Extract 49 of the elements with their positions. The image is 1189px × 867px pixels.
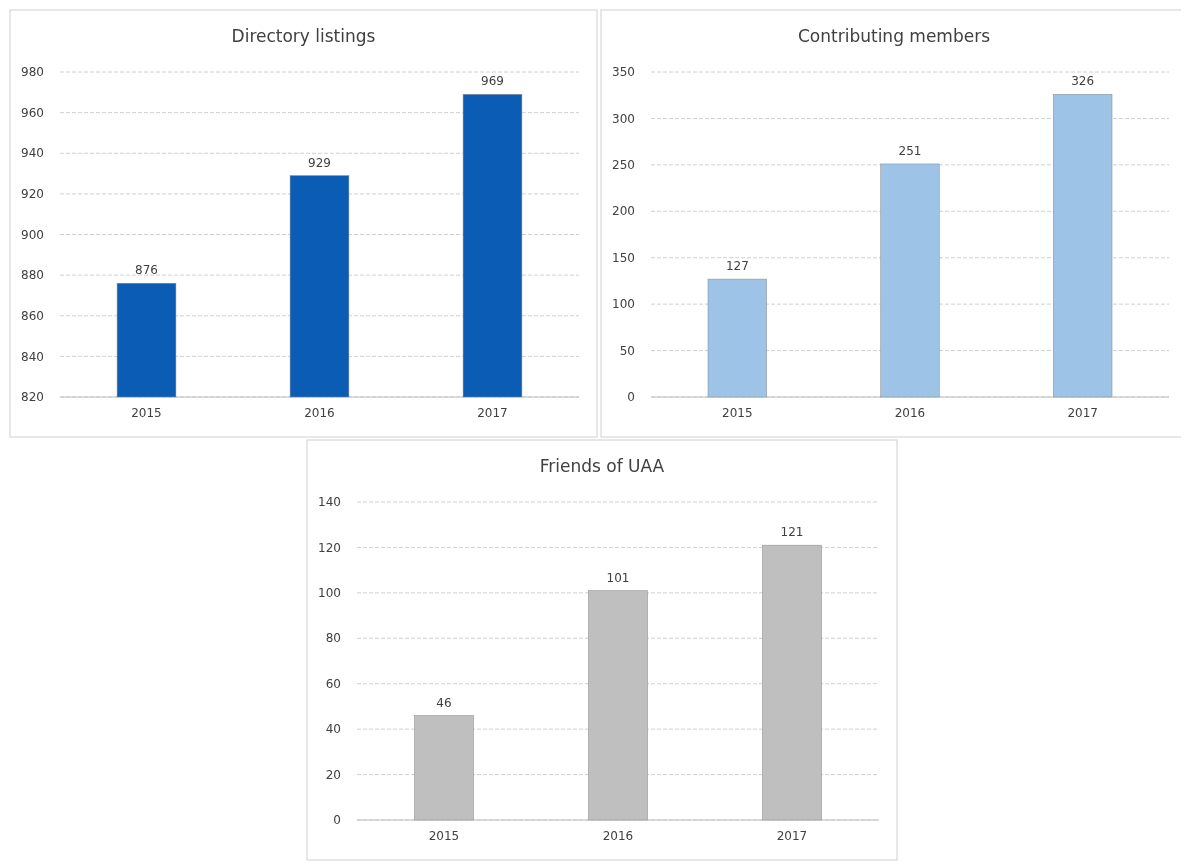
data-label: 101: [606, 570, 630, 585]
y-tick-label: 0: [627, 390, 635, 405]
y-tick-label: 840: [21, 349, 44, 364]
y-tick-label: 860: [21, 308, 44, 323]
data-label: 127: [725, 259, 749, 274]
x-tick-label: 2015: [131, 406, 162, 420]
y-tick-label: 40: [325, 722, 341, 737]
data-label: 251: [898, 143, 922, 158]
y-tick-label: 120: [318, 540, 341, 555]
y-tick-label: 200: [612, 204, 635, 219]
data-label: 326: [1071, 74, 1095, 89]
x-tick-label: 2016: [894, 406, 926, 420]
y-tick-label: 150: [612, 250, 635, 265]
x-tick-label: 2017: [1067, 406, 1098, 420]
y-tick-label: 900: [21, 227, 44, 242]
y-tick-label: 250: [612, 158, 635, 173]
y-tick-label: 350: [612, 65, 635, 80]
y-tick-label: 140: [318, 495, 341, 510]
y-tick-label: 60: [325, 676, 341, 691]
data-label: 969: [481, 74, 504, 89]
y-tick-label: 20: [325, 767, 341, 782]
y-tick-label: 960: [21, 105, 44, 120]
bar: [880, 163, 940, 398]
data-label: 121: [780, 525, 804, 540]
data-label: 46: [436, 695, 452, 710]
chart-title: Contributing members: [797, 26, 991, 46]
y-tick-label: 80: [325, 631, 341, 646]
chart-title: Friends of UAA: [539, 456, 665, 476]
y-tick-label: 920: [21, 187, 44, 202]
y-tick-label: 980: [21, 65, 44, 80]
x-tick-label: 2015: [722, 406, 753, 420]
x-tick-label: 2017: [477, 406, 508, 420]
y-tick-label: 300: [612, 111, 635, 126]
x-tick-label: 2016: [602, 829, 634, 843]
bar: [707, 278, 767, 398]
y-tick-label: 820: [21, 390, 44, 405]
data-label: 876: [135, 263, 158, 278]
data-label: 929: [308, 155, 331, 170]
chart-title: Directory listings: [231, 26, 376, 46]
bar: [1053, 94, 1113, 398]
x-tick-label: 2016: [304, 406, 335, 420]
y-tick-label: 100: [318, 586, 341, 601]
y-tick-label: 100: [612, 297, 635, 312]
y-tick-label: 0: [333, 813, 341, 828]
x-tick-label: 2017: [776, 829, 808, 843]
y-tick-label: 940: [21, 146, 44, 161]
y-tick-label: 880: [21, 268, 44, 283]
x-tick-label: 2015: [428, 829, 460, 843]
y-tick-label: 50: [619, 343, 635, 358]
